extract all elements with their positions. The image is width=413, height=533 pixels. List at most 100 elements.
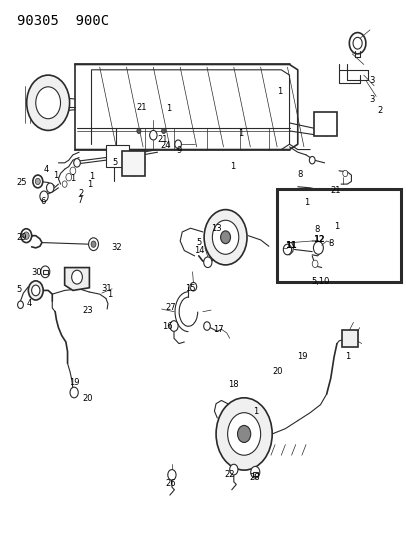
Text: 27: 27 <box>164 303 175 312</box>
Text: 16: 16 <box>161 321 172 330</box>
Text: 5: 5 <box>17 285 21 294</box>
Circle shape <box>229 464 237 475</box>
Text: 5: 5 <box>112 158 117 167</box>
Circle shape <box>70 387 78 398</box>
Text: 1: 1 <box>303 198 309 207</box>
Text: 1: 1 <box>53 171 59 180</box>
Circle shape <box>88 238 98 251</box>
Circle shape <box>311 260 317 268</box>
Text: 20: 20 <box>82 394 93 403</box>
Circle shape <box>174 140 181 149</box>
Bar <box>122 151 145 176</box>
Text: 8: 8 <box>296 170 301 179</box>
Text: 15: 15 <box>185 284 196 293</box>
Circle shape <box>40 191 48 201</box>
Circle shape <box>36 87 60 119</box>
Text: 11: 11 <box>284 241 296 250</box>
Circle shape <box>18 301 23 309</box>
Text: 31: 31 <box>102 284 112 293</box>
Circle shape <box>74 159 80 167</box>
Text: 90305  900C: 90305 900C <box>17 14 109 28</box>
Polygon shape <box>64 268 89 290</box>
Text: 1: 1 <box>107 289 112 298</box>
Circle shape <box>216 398 271 470</box>
Text: 13: 13 <box>211 224 221 233</box>
Circle shape <box>21 229 31 243</box>
Text: 12: 12 <box>312 236 324 245</box>
Circle shape <box>161 128 165 134</box>
Circle shape <box>212 220 238 254</box>
Circle shape <box>237 425 250 442</box>
Circle shape <box>220 231 230 244</box>
Text: 1: 1 <box>253 407 258 416</box>
Circle shape <box>190 282 196 291</box>
Text: 29: 29 <box>17 233 27 242</box>
Text: 21: 21 <box>330 186 340 195</box>
Circle shape <box>227 413 260 455</box>
Text: 9: 9 <box>176 146 181 155</box>
Text: 18: 18 <box>227 380 237 389</box>
Text: 4: 4 <box>26 299 31 308</box>
Bar <box>276 189 400 282</box>
Text: 21: 21 <box>136 102 146 111</box>
Circle shape <box>169 321 178 332</box>
Text: 1: 1 <box>237 129 242 138</box>
Text: 24: 24 <box>160 141 171 150</box>
Text: 2: 2 <box>376 106 381 115</box>
Circle shape <box>149 131 157 140</box>
Circle shape <box>137 128 141 134</box>
Text: 6: 6 <box>40 197 45 206</box>
Text: 17: 17 <box>213 325 223 334</box>
Text: 22: 22 <box>224 471 234 479</box>
Text: 8: 8 <box>313 225 319 234</box>
Circle shape <box>250 466 259 478</box>
Circle shape <box>203 257 211 268</box>
Bar <box>342 330 357 348</box>
Circle shape <box>309 157 314 164</box>
Bar <box>313 112 336 136</box>
Circle shape <box>203 322 210 330</box>
Text: 1: 1 <box>89 172 95 181</box>
Circle shape <box>282 244 291 255</box>
Text: 32: 32 <box>111 244 121 253</box>
Text: 19: 19 <box>69 378 79 387</box>
Circle shape <box>46 183 54 192</box>
Circle shape <box>91 241 96 247</box>
Circle shape <box>66 173 71 181</box>
Bar <box>43 270 47 274</box>
Circle shape <box>33 175 43 188</box>
Text: 1: 1 <box>70 174 75 183</box>
Text: 1: 1 <box>344 352 350 361</box>
Text: 7: 7 <box>77 196 82 205</box>
Circle shape <box>35 178 40 184</box>
Text: 5: 5 <box>196 238 202 247</box>
Text: 21: 21 <box>157 135 168 144</box>
Text: 28: 28 <box>249 473 259 482</box>
Text: 5,10: 5,10 <box>310 277 329 286</box>
Bar <box>252 472 257 477</box>
Text: 8: 8 <box>327 239 332 248</box>
Text: 26: 26 <box>164 479 175 488</box>
Text: 3: 3 <box>368 76 374 85</box>
Circle shape <box>31 285 40 296</box>
Text: 30: 30 <box>31 269 42 277</box>
Text: 23: 23 <box>82 305 93 314</box>
Text: 19: 19 <box>296 352 307 361</box>
Circle shape <box>204 209 247 265</box>
Bar <box>106 146 128 166</box>
Text: 14: 14 <box>193 246 204 255</box>
Circle shape <box>70 167 76 174</box>
Text: 2: 2 <box>78 189 83 198</box>
Text: 3: 3 <box>368 94 374 103</box>
Circle shape <box>71 270 82 284</box>
Text: 1: 1 <box>165 104 171 113</box>
Circle shape <box>313 241 323 254</box>
Circle shape <box>342 170 347 176</box>
Circle shape <box>23 232 29 239</box>
Text: 1: 1 <box>276 86 282 95</box>
Circle shape <box>40 266 50 278</box>
Text: 1: 1 <box>87 180 93 189</box>
Text: 1: 1 <box>333 222 339 231</box>
Circle shape <box>62 181 67 187</box>
Text: 4: 4 <box>44 165 49 174</box>
